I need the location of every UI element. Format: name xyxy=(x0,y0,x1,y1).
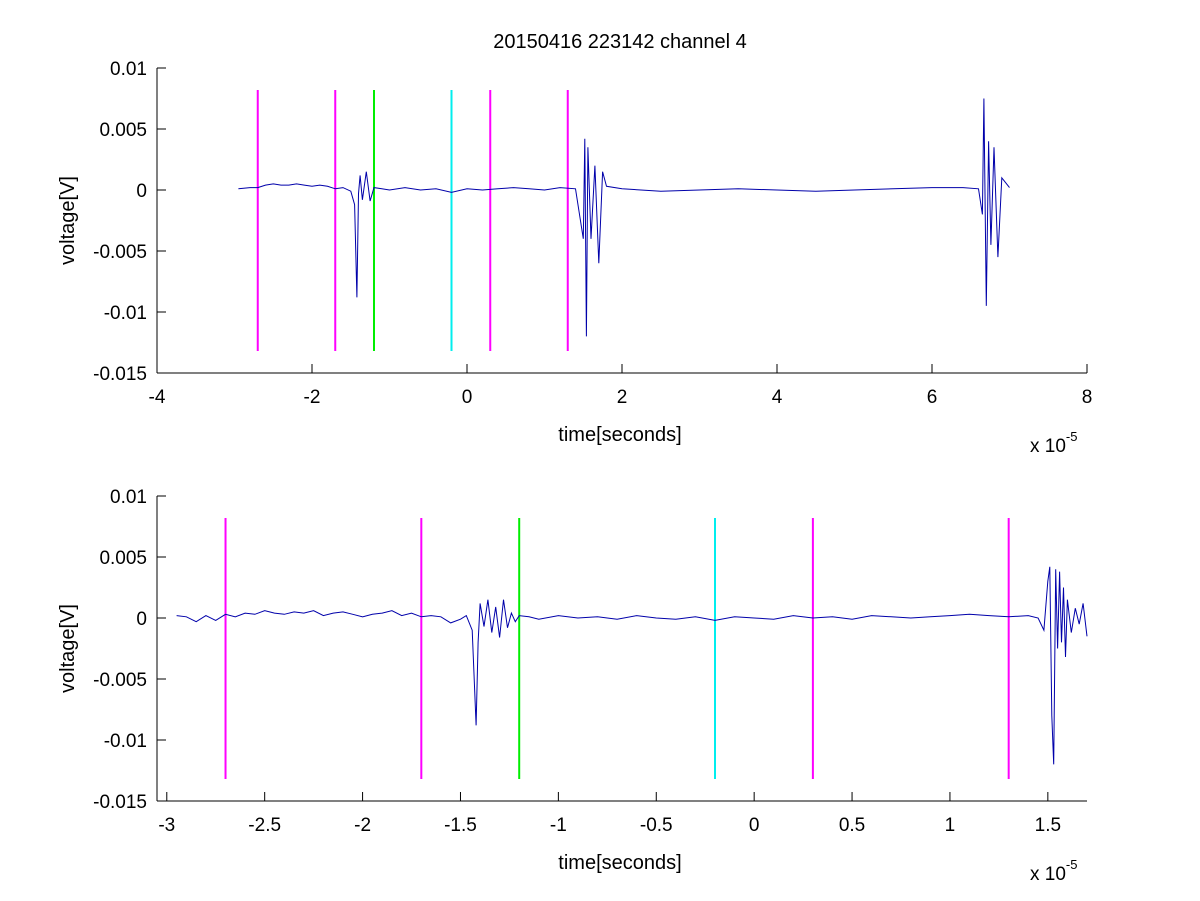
bottom-x-tick-label: 0.5 xyxy=(839,815,865,836)
bottom-x-tick-label: -3 xyxy=(158,815,175,836)
bottom-y-tick-label: -0.01 xyxy=(104,731,147,752)
top-x-tick-label: 2 xyxy=(617,387,628,408)
top-x-axis-label: time[seconds] xyxy=(558,424,681,446)
bottom-y-tick-label: 0.005 xyxy=(99,548,147,569)
top-x-tick-label: 0 xyxy=(462,387,473,408)
top-y-tick-label: 0 xyxy=(136,181,147,202)
bottom-y-tick-label: -0.015 xyxy=(93,792,147,813)
bottom-signal-trace xyxy=(176,566,1088,765)
bottom-x-axis-label: time[seconds] xyxy=(558,852,681,874)
top-y-tick-label: -0.015 xyxy=(93,364,147,385)
bottom-y-tick-label: 0.01 xyxy=(110,487,147,508)
top-x-tick-label: 4 xyxy=(772,387,783,408)
bottom-x-tick-label: -2 xyxy=(354,815,371,836)
top-y-tick-label: 0.005 xyxy=(99,120,147,141)
top-x-tick-label: 6 xyxy=(927,387,938,408)
bottom-x-tick-label: 1.5 xyxy=(1035,815,1061,836)
top-plot: 0.01 0.005 0 -0.005 -0.01 -0.015-4 -2 0 2 4 6 8 time… xyxy=(57,59,1092,457)
bottom-x-tick-label: -1.5 xyxy=(444,815,477,836)
bottom-y-tick-label: -0.005 xyxy=(93,670,147,691)
top-y-tick-label: -0.01 xyxy=(104,303,147,324)
top-y-tick-label: 0.01 xyxy=(110,59,147,80)
bottom-x-tick-label: -1 xyxy=(550,815,567,836)
bottom-x-tick-label: -2.5 xyxy=(248,815,281,836)
top-x-tick-label: -4 xyxy=(149,387,166,408)
top-x-tick-label: -2 xyxy=(304,387,321,408)
top-x-tick-label: 8 xyxy=(1082,387,1093,408)
bottom-x-tick-label: 0 xyxy=(749,815,760,836)
top-y-axis-label: voltage[V] xyxy=(57,176,79,265)
bottom-plot: 0.01 0.005 0 -0.005 -0.01 -0.015 -3 -2.5 -2 -1.5 -… xyxy=(57,487,1088,885)
bottom-y-tick-label: 0 xyxy=(136,609,147,630)
top-y-tick-label: -0.005 xyxy=(93,242,147,263)
bottom-x-tick-label: -0.5 xyxy=(640,815,673,836)
bottom-y-axis-label: voltage[V] xyxy=(57,604,79,693)
bottom-x-tick-label: 1 xyxy=(945,815,956,836)
figure-title: 20150416 223142 channel 4 xyxy=(493,31,747,53)
top-x-exponent-power: -5 xyxy=(1066,429,1078,444)
top-signal-trace xyxy=(238,98,1010,337)
bottom-x-exponent-power: -5 xyxy=(1066,857,1078,872)
